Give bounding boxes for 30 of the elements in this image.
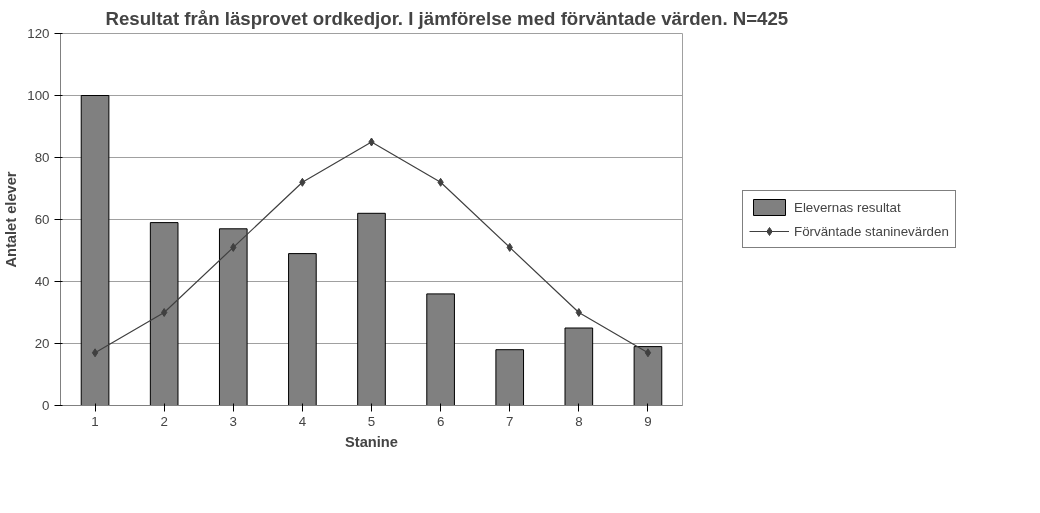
- legend-label: Förväntade staninevärden: [794, 223, 949, 239]
- x-tick-label: 5: [367, 413, 376, 429]
- point: [644, 348, 652, 358]
- x-tick-label: 1: [91, 413, 99, 429]
- point: [506, 242, 513, 252]
- y-tick-label: 60: [34, 212, 50, 227]
- point: [368, 137, 375, 147]
- x-tick-label: 4: [298, 413, 307, 429]
- point: [299, 177, 306, 187]
- y-tick-label: 40: [34, 274, 50, 289]
- y-tick-label: 80: [34, 150, 50, 165]
- legend-label: Elevernas resultat: [794, 199, 901, 215]
- y-tick-label: 120: [27, 26, 50, 41]
- point: [437, 177, 444, 187]
- y-axis-title: Antalet elever: [3, 171, 20, 268]
- x-axis-title: Stanine: [345, 433, 398, 450]
- x-tick-label: 6: [436, 413, 445, 429]
- y-tick-label: 0: [42, 398, 50, 413]
- x-tick-label: 2: [160, 413, 168, 429]
- y-tick-label: 100: [27, 88, 50, 103]
- x-tick-label: 8: [575, 413, 583, 429]
- x-tick-label: 9: [644, 413, 652, 429]
- y-tick-label: 20: [34, 336, 50, 351]
- x-tick-label: 7: [506, 413, 514, 429]
- chart-title: Resultat från läsprovet ordkedjor. I jämförelse med förväntade värden. N=425: [105, 7, 789, 29]
- point: [575, 308, 582, 317]
- x-tick-label: 3: [229, 413, 237, 429]
- point: [230, 242, 237, 252]
- point: [161, 308, 168, 317]
- point: [91, 348, 99, 358]
